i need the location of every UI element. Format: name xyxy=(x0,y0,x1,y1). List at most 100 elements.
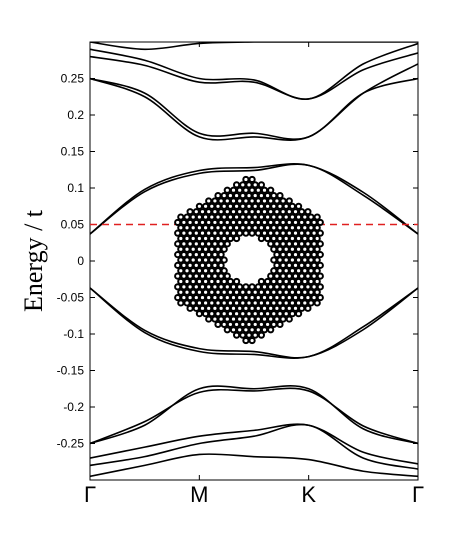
lattice-ring xyxy=(189,213,197,221)
lattice-ring xyxy=(307,277,315,286)
y-tick-label: 0.1 xyxy=(67,181,84,195)
lattice-ring xyxy=(233,181,241,189)
lattice-ring xyxy=(174,293,182,302)
lattice-ring xyxy=(195,234,203,243)
lattice-ring xyxy=(313,234,321,243)
lattice-ring xyxy=(304,218,312,227)
lattice-ring xyxy=(245,181,253,189)
lattice-ring xyxy=(217,208,225,216)
lattice-ring xyxy=(205,293,213,302)
lattice-ring xyxy=(177,256,185,264)
lattice-ring xyxy=(217,229,225,237)
lattice-ring xyxy=(316,293,324,302)
lattice-ring xyxy=(186,240,194,248)
lattice-ring xyxy=(254,315,262,323)
lattice-ring xyxy=(177,213,185,221)
lattice-ring xyxy=(177,224,185,232)
lattice-ring xyxy=(198,283,207,291)
lattice-ring xyxy=(288,288,296,296)
lattice-ring xyxy=(270,245,278,253)
lattice-ring xyxy=(291,272,300,280)
lattice-ring xyxy=(276,277,284,286)
lattice-ring xyxy=(217,293,225,302)
lattice-ring xyxy=(202,202,210,210)
lattice-ring xyxy=(316,240,324,248)
lattice-ring xyxy=(211,261,219,269)
lattice-ring xyxy=(186,261,194,269)
lattice-ring xyxy=(285,218,293,227)
lattice-ring xyxy=(192,293,200,302)
lattice-ring xyxy=(220,202,228,210)
lattice-ring xyxy=(226,277,234,286)
lattice-ring xyxy=(214,310,222,318)
lattice-ring xyxy=(242,293,250,302)
lattice-ring xyxy=(198,240,207,248)
lattice-ring xyxy=(270,267,278,275)
lattice-ring xyxy=(285,208,293,216)
lattice-ring xyxy=(270,234,278,243)
lattice-ring xyxy=(288,256,296,264)
lattice-ring xyxy=(205,261,213,269)
lattice-ring xyxy=(223,186,231,194)
lattice-ring xyxy=(313,256,321,264)
lattice-ring xyxy=(189,234,197,243)
lattice-ring xyxy=(251,191,259,200)
lattice-ring xyxy=(177,277,185,286)
lattice-ring xyxy=(316,251,324,259)
lattice-ring xyxy=(273,304,281,312)
lattice-ring xyxy=(304,240,312,248)
lattice-ring xyxy=(242,336,250,345)
lattice-ring xyxy=(217,251,225,259)
lattice-ring xyxy=(205,218,213,227)
lattice-ring xyxy=(198,261,207,269)
lattice-ring xyxy=(217,240,225,248)
lattice-ring xyxy=(220,299,228,307)
lattice-ring xyxy=(285,283,293,291)
lattice-ring xyxy=(189,224,197,232)
lattice-ring xyxy=(233,224,241,232)
lattice-ring xyxy=(304,229,312,237)
lattice-ring xyxy=(245,202,253,210)
lattice-ring xyxy=(316,261,324,269)
lattice-ring xyxy=(242,229,250,237)
y-tick-labels: -0.25 -0.2 -0.15 -0.1 -0.05 0 0.05 0.1 0.15 0.2 0.… xyxy=(57,72,85,451)
lattice-ring xyxy=(195,288,203,296)
lattice-ring xyxy=(260,197,269,205)
lattice-ring xyxy=(291,251,300,259)
lattice-ring xyxy=(251,202,259,210)
lattice-ring xyxy=(260,208,269,216)
lattice-ring xyxy=(236,315,244,323)
lattice-ring xyxy=(214,277,222,286)
lattice-ring xyxy=(260,186,269,194)
y-tick-label: -0.25 xyxy=(57,437,85,451)
lattice-ring xyxy=(242,186,250,194)
lattice-ring xyxy=(174,240,182,248)
lattice-ring xyxy=(186,251,194,259)
lattice-ring xyxy=(291,229,300,237)
lattice-ring xyxy=(307,267,315,275)
lattice-ring xyxy=(257,181,265,189)
lattice-ring xyxy=(291,240,300,248)
lattice-ring xyxy=(233,202,241,210)
lattice-ring xyxy=(229,229,238,237)
lattice-ring xyxy=(202,224,210,232)
lattice-ring xyxy=(226,288,234,296)
lattice-ring xyxy=(211,218,219,227)
y-tick-label: 0 xyxy=(77,254,84,268)
lattice-ring xyxy=(276,202,284,210)
band-line xyxy=(90,163,418,235)
lattice-ring xyxy=(285,293,293,302)
lattice-ring xyxy=(183,256,191,264)
lattice-ring xyxy=(251,299,259,307)
lattice-ring xyxy=(202,310,210,318)
y-tick-label: -0.1 xyxy=(63,327,84,341)
lattice-ring xyxy=(214,288,222,296)
flake-backdrop xyxy=(175,175,323,345)
lattice-ring xyxy=(214,245,222,253)
lattice-ring xyxy=(288,224,296,232)
lattice-ring xyxy=(270,191,278,200)
lattice-ring xyxy=(202,213,210,221)
lattice-ring xyxy=(226,224,234,232)
lattice-ring xyxy=(211,229,219,237)
lattice-ring xyxy=(223,208,231,216)
